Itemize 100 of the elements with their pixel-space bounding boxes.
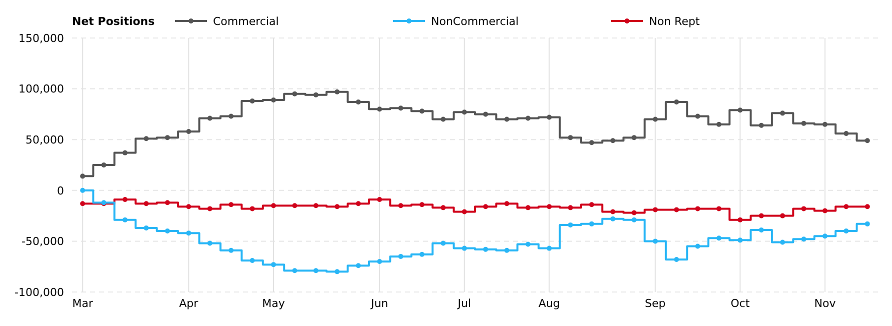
x-tick-label: Oct xyxy=(730,297,750,310)
point xyxy=(419,202,424,208)
point xyxy=(844,131,849,136)
x-tick-label: Nov xyxy=(814,297,836,310)
point xyxy=(207,240,212,246)
point xyxy=(164,200,170,206)
point xyxy=(419,108,424,114)
point xyxy=(758,228,764,233)
point xyxy=(292,268,298,274)
point xyxy=(504,201,510,206)
point xyxy=(695,206,700,212)
point xyxy=(652,207,658,212)
point xyxy=(334,89,340,94)
point xyxy=(801,236,806,242)
point xyxy=(610,216,616,222)
point xyxy=(864,221,870,226)
point xyxy=(801,120,806,126)
point xyxy=(483,246,488,252)
point xyxy=(186,128,192,134)
point xyxy=(164,135,170,140)
point xyxy=(780,240,786,245)
point xyxy=(80,188,86,193)
x-tick-label: Mar xyxy=(72,297,94,310)
point xyxy=(398,106,404,111)
point xyxy=(101,162,106,168)
point xyxy=(610,209,616,214)
legend-label: Commercial xyxy=(213,14,279,28)
point xyxy=(440,116,446,122)
point xyxy=(228,202,234,208)
y-tick-label: 0 xyxy=(57,184,64,198)
point xyxy=(313,203,318,208)
point xyxy=(801,206,806,212)
y-tick-label: 150,000 xyxy=(18,32,64,45)
point xyxy=(313,268,318,274)
point xyxy=(356,201,361,206)
point xyxy=(144,201,149,206)
point xyxy=(674,256,679,262)
point xyxy=(292,203,298,208)
point xyxy=(526,205,531,210)
point xyxy=(462,246,467,251)
point xyxy=(864,138,870,144)
point xyxy=(440,205,446,210)
point xyxy=(738,108,743,113)
point xyxy=(526,242,531,247)
point xyxy=(844,204,849,210)
point xyxy=(334,269,340,274)
point xyxy=(271,262,276,268)
point xyxy=(80,201,86,206)
y-tick-label: 100,000 xyxy=(18,82,64,96)
point xyxy=(758,122,764,128)
point xyxy=(610,138,616,144)
point xyxy=(716,122,722,127)
point xyxy=(738,217,743,222)
point xyxy=(144,136,149,142)
point xyxy=(546,246,552,251)
point xyxy=(164,228,170,234)
point xyxy=(334,204,340,210)
point xyxy=(80,174,86,179)
point xyxy=(632,217,637,222)
point xyxy=(695,244,700,249)
point xyxy=(462,209,467,214)
point xyxy=(504,248,510,253)
point xyxy=(632,210,637,216)
point xyxy=(356,263,361,268)
point xyxy=(271,203,276,208)
x-tick-label: Apr xyxy=(179,297,199,310)
point xyxy=(419,252,424,257)
point xyxy=(122,150,128,156)
point xyxy=(228,248,234,253)
x-tick-label: Sep xyxy=(644,297,666,310)
point xyxy=(207,116,212,121)
point xyxy=(271,97,276,102)
point xyxy=(462,110,467,115)
point xyxy=(716,236,722,241)
point xyxy=(313,92,318,98)
point xyxy=(674,100,679,105)
point xyxy=(758,213,764,218)
point xyxy=(674,207,679,212)
point xyxy=(122,217,128,222)
point xyxy=(822,208,828,214)
point xyxy=(440,240,446,246)
point xyxy=(186,204,192,210)
point xyxy=(504,116,510,122)
legend-title: Net Positions xyxy=(72,14,156,28)
point xyxy=(356,100,361,105)
point xyxy=(780,110,786,116)
point xyxy=(377,197,382,202)
point xyxy=(652,238,658,244)
point xyxy=(822,234,828,239)
point xyxy=(144,225,149,230)
point xyxy=(250,98,255,104)
legend-label: NonCommercial xyxy=(431,14,519,28)
point xyxy=(377,259,382,264)
point xyxy=(546,114,552,120)
point xyxy=(526,116,531,121)
point xyxy=(632,135,637,140)
point xyxy=(483,204,488,210)
point xyxy=(186,230,192,236)
point xyxy=(589,140,594,146)
point xyxy=(864,204,870,210)
